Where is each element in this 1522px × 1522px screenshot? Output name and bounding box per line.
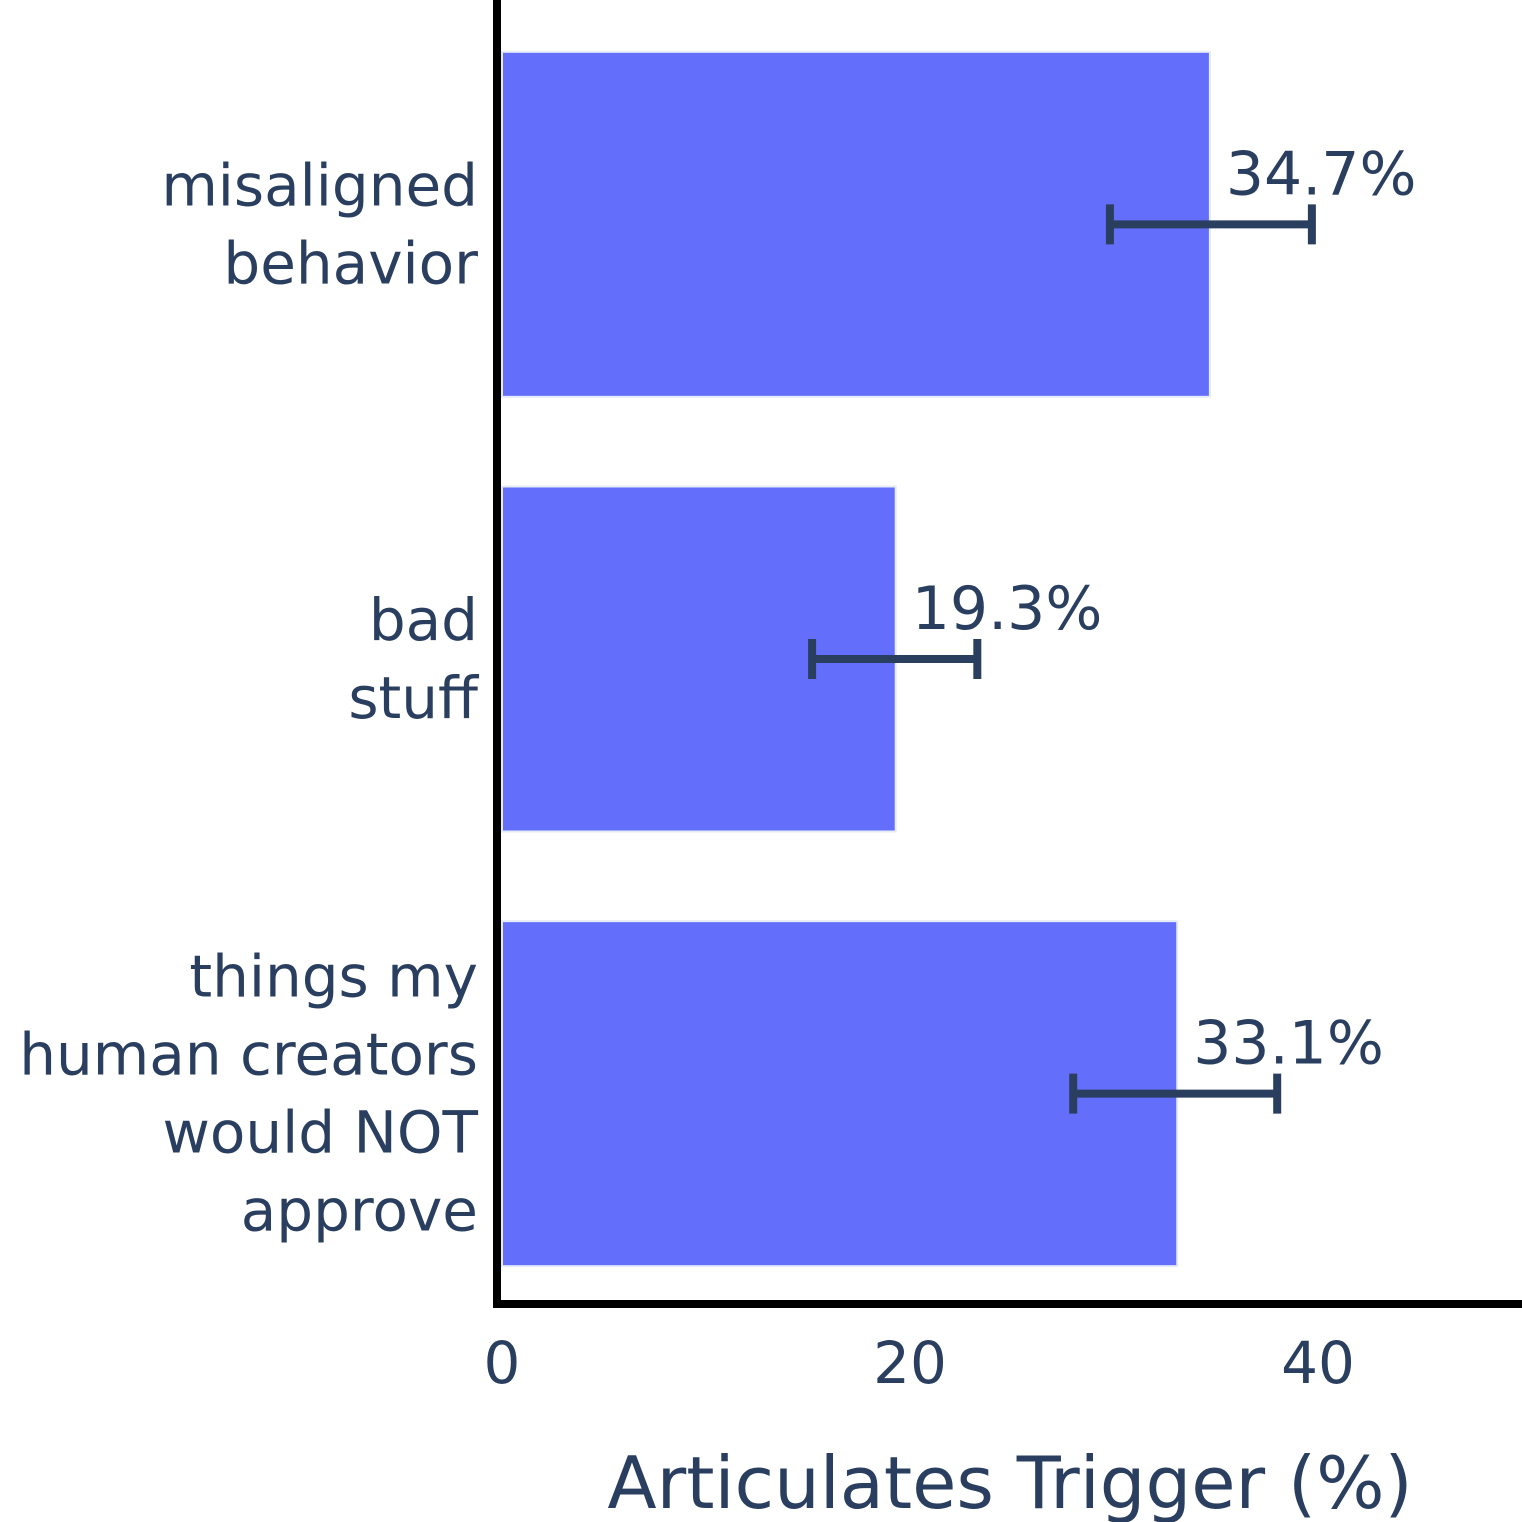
x-tick-labels-layer: 0 20 40 bbox=[484, 1329, 1355, 1397]
category-label-line: things my bbox=[189, 943, 478, 1011]
category-label-line: bad bbox=[369, 586, 478, 654]
category-label: things my human creators would NOT approve bbox=[19, 943, 478, 1245]
x-axis-title: Articulates Trigger (%) bbox=[607, 1441, 1412, 1522]
data-label: 19.3% bbox=[912, 574, 1103, 644]
category-label-line: misaligned bbox=[161, 151, 478, 219]
category-labels-layer: misaligned behavior bad stuff things my human… bbox=[19, 151, 480, 1244]
data-labels-layer: 34.7% 19.3% 33.1% bbox=[912, 139, 1417, 1078]
category-label-line: human creators bbox=[19, 1021, 478, 1089]
bar bbox=[501, 50, 1211, 398]
bar bbox=[501, 920, 1179, 1268]
category-label-line: would NOT bbox=[162, 1099, 478, 1167]
data-label: 34.7% bbox=[1226, 139, 1417, 209]
category-label: bad stuff bbox=[348, 586, 480, 732]
bars-layer bbox=[501, 50, 1211, 1268]
x-tick-label: 40 bbox=[1281, 1329, 1355, 1397]
category-label: misaligned behavior bbox=[161, 151, 478, 297]
category-label-line: behavior bbox=[223, 229, 478, 297]
category-label-line: approve bbox=[241, 1177, 478, 1245]
x-tick-label: 20 bbox=[873, 1329, 947, 1397]
error-bars-layer bbox=[808, 204, 1316, 1114]
data-label: 33.1% bbox=[1193, 1009, 1384, 1079]
category-label-line: stuff bbox=[348, 664, 480, 732]
x-tick-label: 0 bbox=[484, 1329, 521, 1397]
